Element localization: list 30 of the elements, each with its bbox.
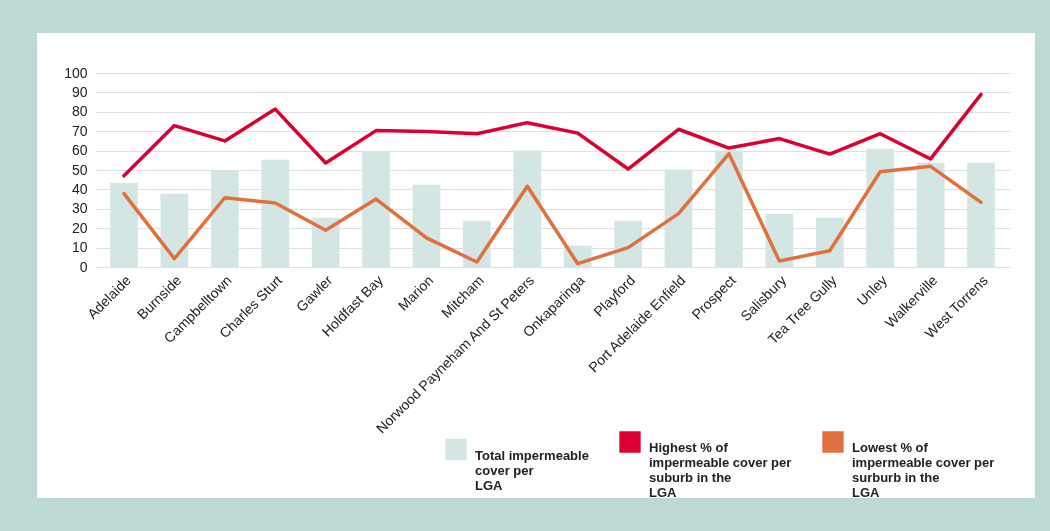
legend-label: Total impermeable cover per LGA — [475, 447, 589, 493]
y-tick-label: 20 — [71, 219, 88, 236]
y-tick-label: 90 — [71, 83, 88, 100]
line-series — [122, 151, 983, 266]
bar — [210, 170, 239, 267]
legend-label: Lowest % of impermeable cover per surburb in the LGA — [852, 440, 995, 500]
legend-label: Highest % of impermeable cover per suburb in the LGA — [649, 440, 792, 500]
y-tick-label: 10 — [71, 239, 88, 256]
bar — [916, 162, 945, 267]
bar — [261, 159, 290, 267]
bar — [664, 169, 693, 267]
bar — [362, 151, 390, 267]
y-tick-label: 100 — [64, 64, 88, 81]
line-series — [122, 92, 983, 178]
y-tick-label: 60 — [71, 142, 88, 159]
y-tick-label: 80 — [71, 103, 88, 120]
bar — [311, 217, 340, 267]
bar — [513, 150, 542, 267]
y-tick-label: 40 — [71, 180, 88, 197]
bar — [412, 184, 441, 267]
bar — [715, 150, 743, 267]
y-tick-label: 30 — [71, 200, 88, 217]
y-tick-label: 0 — [79, 258, 88, 275]
bar — [614, 220, 642, 267]
bar — [866, 148, 895, 267]
bar — [110, 183, 138, 267]
bar — [160, 193, 189, 267]
y-tick-label: 50 — [71, 161, 88, 178]
bar — [967, 162, 995, 267]
y-tick-label: 70 — [71, 122, 88, 139]
